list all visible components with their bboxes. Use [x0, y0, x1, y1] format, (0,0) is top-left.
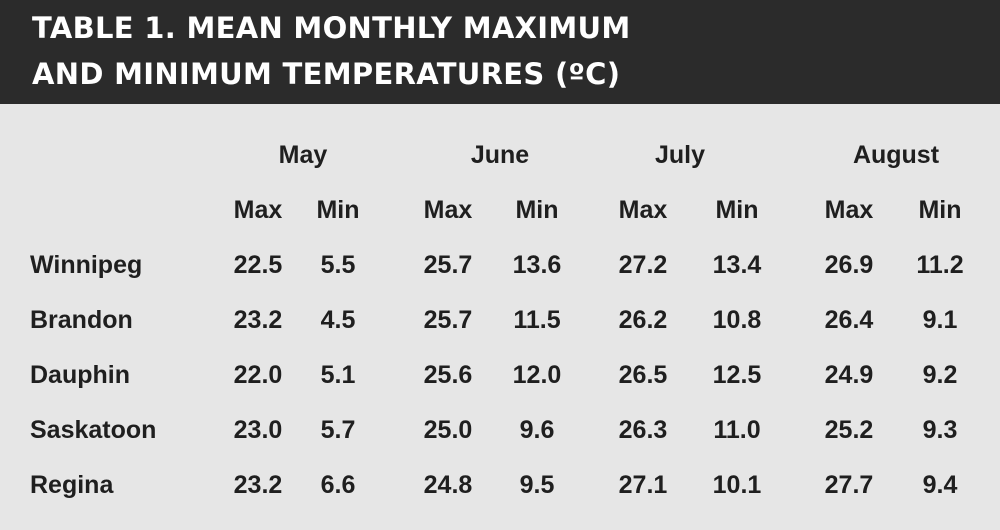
- temperature-cell: 13.6: [512, 251, 562, 279]
- temperature-cell: 12.0: [512, 361, 562, 389]
- temperature-cell: 5.1: [320, 361, 356, 389]
- max-header: Max: [423, 196, 473, 224]
- temperature-cell: 25.7: [423, 306, 473, 334]
- temperature-cell: 10.8: [712, 306, 762, 334]
- temperature-cell: 27.2: [618, 251, 668, 279]
- temperature-cell: 9.6: [519, 416, 555, 444]
- month-header: June: [470, 141, 530, 169]
- temperature-cell: 12.5: [712, 361, 762, 389]
- min-header: Min: [918, 196, 962, 224]
- temperature-cell: 5.5: [320, 251, 356, 279]
- temperature-cell: 26.4: [824, 306, 874, 334]
- table-title-bar: TABLE 1. MEAN MONTHLY MAXIMUM AND MINIMU…: [0, 0, 1000, 104]
- temperature-cell: 25.6: [423, 361, 473, 389]
- min-header: Min: [715, 196, 759, 224]
- temperature-cell: 4.5: [320, 306, 356, 334]
- temperature-cell: 24.9: [824, 361, 874, 389]
- temperature-cell: 13.4: [712, 251, 762, 279]
- temperature-cell: 6.6: [320, 471, 356, 499]
- temperature-cell: 9.3: [922, 416, 958, 444]
- min-header: Min: [316, 196, 360, 224]
- month-header: July: [654, 141, 706, 169]
- temperature-cell: 25.7: [423, 251, 473, 279]
- max-header: Max: [618, 196, 668, 224]
- max-header: Max: [824, 196, 874, 224]
- temperature-cell: 23.2: [233, 471, 283, 499]
- month-header: August: [852, 141, 940, 169]
- city-label: Brandon: [30, 306, 133, 334]
- min-header: Min: [515, 196, 559, 224]
- temperature-cell: 5.7: [320, 416, 356, 444]
- temperature-cell: 9.5: [519, 471, 555, 499]
- temperature-cell: 22.5: [233, 251, 283, 279]
- temperature-cell: 9.4: [922, 471, 958, 499]
- temperature-cell: 11.2: [916, 251, 964, 279]
- temperature-cell: 27.7: [824, 471, 874, 499]
- temperature-cell: 11.0: [713, 416, 761, 444]
- temperature-cell: 22.0: [233, 361, 283, 389]
- temperature-cell: 23.0: [233, 416, 283, 444]
- city-label: Dauphin: [30, 361, 130, 389]
- temperature-cell: 26.3: [618, 416, 668, 444]
- temperature-cell: 9.1: [922, 306, 958, 334]
- table-title-line-2: AND MINIMUM TEMPERATURES (ºC): [32, 57, 621, 91]
- table-title-line-1: TABLE 1. MEAN MONTHLY MAXIMUM: [32, 11, 631, 45]
- temperature-cell: 9.2: [922, 361, 958, 389]
- temperature-cell: 26.5: [618, 361, 668, 389]
- temperature-cell: 25.0: [423, 416, 473, 444]
- max-header: Max: [233, 196, 283, 224]
- temperature-cell: 11.5: [513, 306, 561, 334]
- temperature-cell: 10.1: [712, 471, 762, 499]
- temperature-cell: 27.1: [618, 471, 668, 499]
- temperature-cell: 26.2: [618, 306, 668, 334]
- temperature-cell: 23.2: [233, 306, 283, 334]
- temperature-cell: 24.8: [423, 471, 473, 499]
- city-label: Regina: [30, 471, 114, 499]
- month-header: May: [278, 141, 328, 169]
- city-label: Winnipeg: [30, 251, 143, 279]
- temperature-cell: 26.9: [824, 251, 874, 279]
- temperature-cell: 25.2: [824, 416, 874, 444]
- city-label: Saskatoon: [30, 416, 157, 444]
